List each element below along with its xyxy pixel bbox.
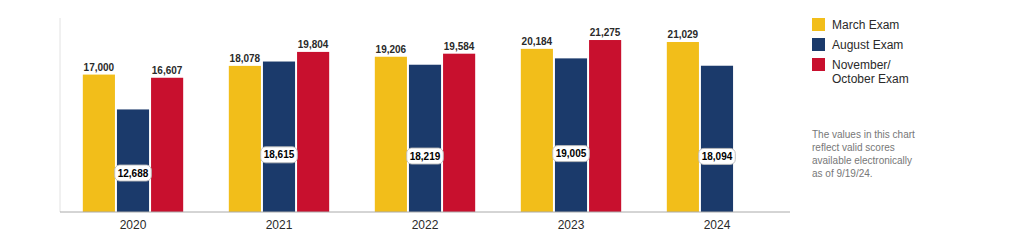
legend-swatch (812, 58, 825, 71)
chart-container: 17,000 18,078 19,206 20,184 21,029 12,688 18,6… (0, 0, 1024, 247)
inside-label: 19,005 (553, 146, 590, 162)
x-axis-line (60, 212, 790, 213)
bar (667, 42, 699, 212)
data-label: 12,688 (118, 168, 149, 179)
x-tick-label: 2020 (120, 218, 147, 232)
data-label: 19,206 (376, 44, 407, 55)
x-tick-label: 2022 (412, 218, 439, 232)
data-label: 18,615 (264, 149, 295, 160)
label-box (553, 146, 590, 162)
bar (151, 78, 183, 212)
x-tick-label: 2021 (266, 218, 293, 232)
label-box (407, 148, 444, 164)
data-label: 18,219 (410, 151, 441, 162)
data-label: 17,000 (84, 62, 115, 73)
bar (521, 49, 553, 212)
y-axis-line (60, 18, 61, 212)
x-tick-label: 2023 (558, 218, 585, 232)
note-line: The values in this chart (812, 129, 915, 140)
note: The values in this chart reflect valid sc… (812, 129, 915, 179)
data-label: 20,184 (522, 36, 553, 47)
inside-label: 18,219 (407, 148, 444, 164)
x-tick-label: 2024 (704, 218, 731, 232)
data-label: 18,094 (702, 151, 733, 162)
bar (263, 62, 295, 212)
legend-label: August Exam (832, 38, 903, 52)
legend-label-line: August Exam (832, 38, 903, 52)
data-label: 18,078 (230, 53, 261, 64)
label-box (261, 147, 298, 163)
note-line: as of 9/19/24. (812, 168, 873, 179)
inside-label: 18,615 (261, 147, 298, 163)
bar (443, 54, 475, 212)
note-line: reflect valid scores (812, 142, 895, 153)
bar (701, 66, 733, 212)
data-label: 19,584 (444, 41, 475, 52)
bar (409, 65, 441, 212)
inside-label: 18,094 (699, 148, 736, 164)
bar (229, 66, 261, 212)
data-label: 16,607 (152, 65, 183, 76)
inside-label: 12,688 (115, 165, 152, 181)
bar (555, 58, 587, 212)
bar (83, 75, 115, 212)
data-labels: 17,000 18,078 19,206 20,184 21,029 12,688 18,6… (84, 27, 736, 181)
legend-label-line: March Exam (832, 18, 899, 32)
data-label: 21,275 (590, 27, 621, 38)
legend-swatch (812, 38, 825, 51)
bar (117, 109, 149, 212)
bar (297, 52, 329, 212)
data-label: 21,029 (668, 29, 699, 40)
legend: March Exam August Exam November/October Ex… (812, 18, 909, 86)
data-label: 19,005 (556, 148, 587, 159)
note-line: available electronically (812, 155, 912, 166)
bar (589, 40, 621, 212)
legend-swatch (812, 18, 825, 31)
chart-svg: 17,000 18,078 19,206 20,184 21,029 12,688 18,6… (0, 0, 1024, 247)
legend-label: March Exam (832, 18, 899, 32)
data-label: 19,804 (298, 39, 329, 50)
bars (83, 40, 733, 212)
legend-label: November/October Exam (832, 58, 909, 86)
label-box (115, 165, 152, 181)
legend-label-line: October Exam (832, 72, 909, 86)
legend-label-line: November/ (832, 58, 891, 72)
bar (375, 57, 407, 212)
label-box (699, 148, 736, 164)
